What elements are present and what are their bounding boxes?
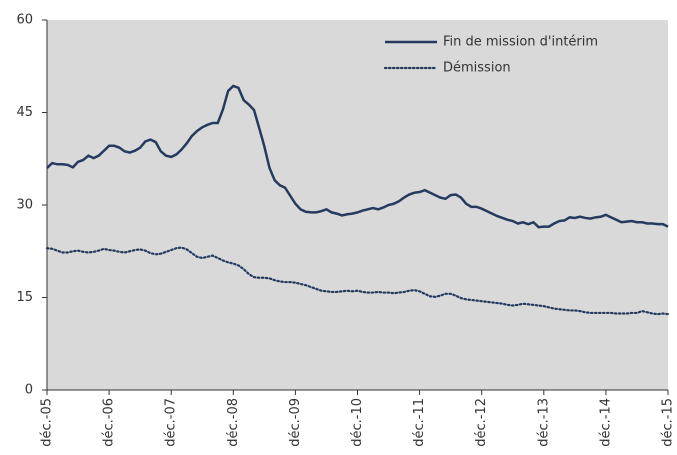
y-tick-label: 60 <box>16 13 33 28</box>
y-tick-label: 0 <box>25 383 33 398</box>
x-tick-label: déc.-05 <box>40 398 55 447</box>
series-line <box>46 84 669 229</box>
x-tick-label: déc.-11 <box>412 398 427 447</box>
series-line <box>45 246 670 316</box>
y-tick-label: 15 <box>16 290 33 305</box>
x-tick-label: déc.-14 <box>598 398 613 447</box>
x-tick-label: déc.-15 <box>661 398 676 447</box>
x-tick-label: déc.-10 <box>350 398 365 447</box>
plot-area <box>47 20 668 390</box>
y-tick-label: 45 <box>16 105 33 120</box>
x-tick-label: déc.-07 <box>164 398 179 447</box>
x-tick-label: déc.-06 <box>102 398 117 447</box>
x-tick-label: déc.-12 <box>474 398 489 447</box>
x-tick-label: déc.-13 <box>536 398 551 447</box>
x-tick-label: déc.-09 <box>288 398 303 447</box>
y-tick-label: 30 <box>16 198 33 213</box>
legend-label: Fin de mission d'intérim <box>443 35 598 50</box>
legend-label: Démission <box>443 61 511 76</box>
x-tick-label: déc.-08 <box>226 398 241 447</box>
